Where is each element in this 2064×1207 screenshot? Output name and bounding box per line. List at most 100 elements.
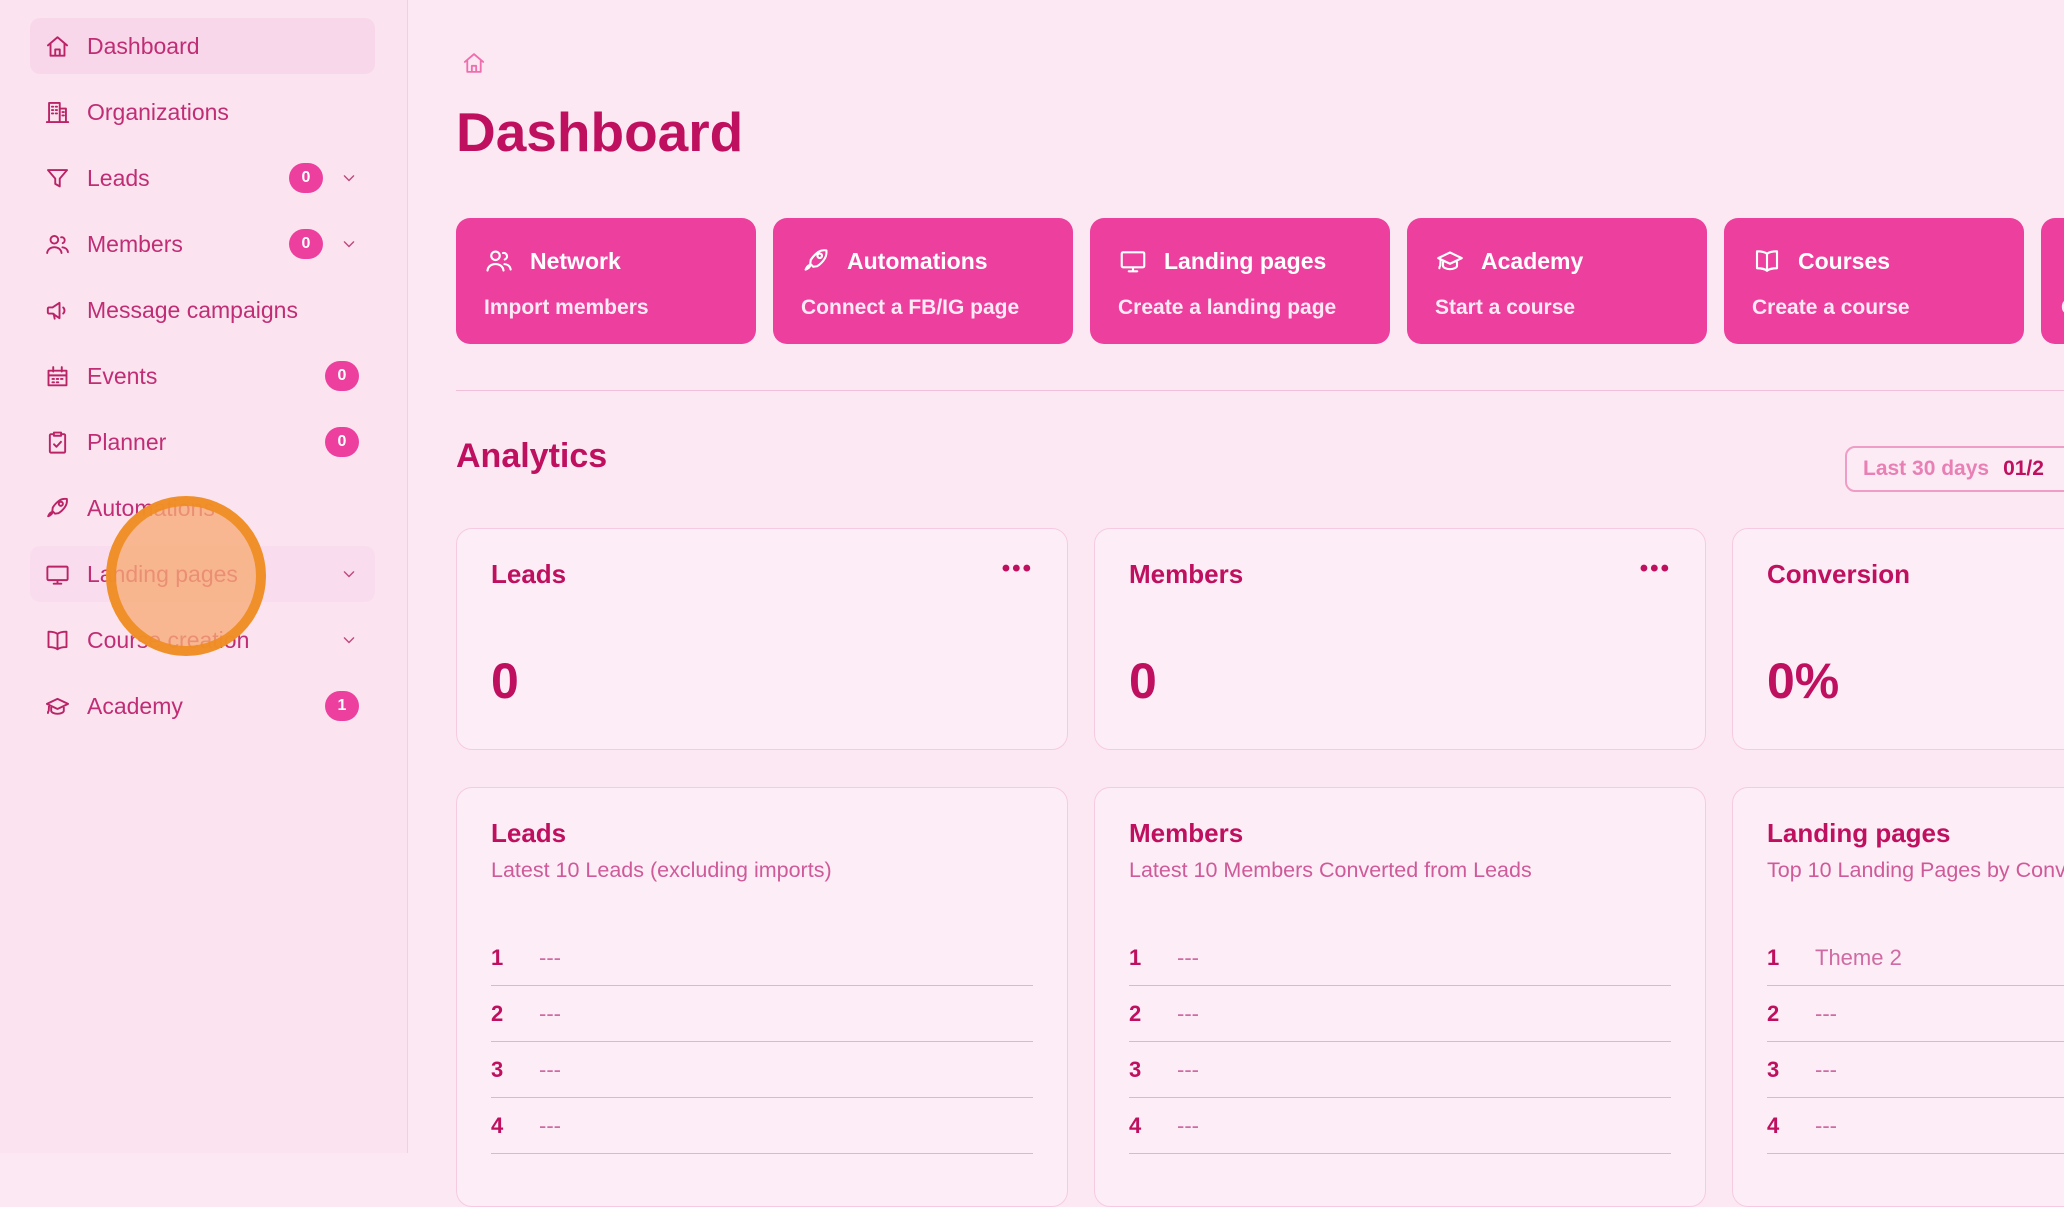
quick-action-subtitle: Connect a FB/IG page (801, 296, 1020, 319)
sidebar-item-academy[interactable]: Academy 1 (30, 678, 375, 734)
sidebar-item-events[interactable]: Events 0 (30, 348, 375, 404)
row-index: 3 (1129, 1056, 1142, 1082)
row-value: --- (1177, 1000, 1199, 1026)
row-index: 2 (1767, 1000, 1780, 1026)
page-title: Dashboard (456, 101, 744, 163)
row-index: 1 (491, 944, 504, 970)
list-item[interactable]: 1 --- (1129, 930, 1671, 986)
row-value: --- (539, 1112, 561, 1138)
list-item[interactable]: 4 --- (1767, 1098, 2064, 1154)
sidebar-item-members[interactable]: Members 0 (30, 216, 375, 272)
card-title: Leads (491, 559, 567, 589)
sidebar: Dashboard Organizations Leads 0 Members … (0, 0, 408, 1153)
row-value: Theme 2 (1815, 944, 1902, 970)
row-index: 1 (1129, 944, 1142, 970)
gradcap-icon (1435, 246, 1465, 276)
breadcrumb-home-icon[interactable] (461, 50, 487, 76)
row-value: --- (1177, 944, 1199, 970)
sidebar-item-label: Organizations (87, 98, 229, 125)
building-icon (44, 99, 71, 126)
members-stat-value: 0 (1129, 653, 1157, 709)
chevron-down-icon[interactable] (339, 234, 359, 254)
chevron-down-icon[interactable] (339, 564, 359, 584)
sidebar-item-label: Members (87, 230, 183, 257)
sidebar-item-planner[interactable]: Planner 0 (30, 414, 375, 470)
quick-action-subtitle: Start a course (1435, 296, 1576, 319)
sidebar-item-label: Course creation (87, 626, 250, 653)
members-list-card: Members Latest 10 Members Converted from… (1094, 787, 1706, 1207)
stat-cards-row: Leads ••• 0 Members ••• 0 Conversion 0% (456, 528, 2064, 750)
book-icon (44, 627, 71, 654)
home-icon (44, 33, 71, 60)
list-item[interactable]: 3 --- (1767, 1042, 2064, 1098)
quick-action-title: Academy (1481, 247, 1584, 274)
people-icon (484, 246, 514, 276)
leads-count-badge: 0 (289, 163, 323, 193)
list-item[interactable]: 3 --- (491, 1042, 1033, 1098)
list-item[interactable]: 2 --- (1767, 986, 2064, 1042)
list-item[interactable]: 3 --- (1129, 1042, 1671, 1098)
quick-action-title: Landing pages (1164, 247, 1327, 274)
sidebar-item-leads[interactable]: Leads 0 (30, 150, 375, 206)
card-subtitle: Top 10 Landing Pages by Conversion (1767, 858, 2064, 882)
quick-action-title: Courses (1798, 247, 1891, 274)
list-item[interactable]: 4 --- (491, 1098, 1033, 1154)
courses-create-course-button[interactable]: Courses Create a course (1724, 218, 2024, 344)
card-menu-button[interactable]: ••• (1001, 555, 1033, 582)
chevron-down-icon[interactable] (339, 168, 359, 188)
row-value: --- (539, 1000, 561, 1026)
conversion-stat-value: 0% (1767, 653, 1840, 709)
sidebar-item-label: Message campaigns (87, 296, 298, 323)
row-value: --- (1815, 1112, 1837, 1138)
list-item[interactable]: 2 --- (491, 986, 1033, 1042)
sidebar-item-course-creation[interactable]: Course creation (30, 612, 375, 668)
leads-stat-value: 0 (491, 653, 519, 709)
people-icon (44, 231, 71, 258)
landing-pages-list-card: Landing pages Top 10 Landing Pages by Co… (1732, 787, 2064, 1207)
date-range-filter[interactable]: Last 30 days 01/2 (1845, 446, 2064, 492)
list-item[interactable]: 2 --- (1129, 986, 1671, 1042)
sidebar-item-landing-pages[interactable]: Landing pages (30, 546, 375, 602)
range-date-value: 01/2 (2003, 457, 2044, 480)
clipped-quick-action-button[interactable]: C (2041, 218, 2064, 344)
card-menu-button[interactable]: ••• (1639, 555, 1671, 582)
monitor-icon (44, 561, 71, 588)
sidebar-item-automations[interactable]: Automations (30, 480, 375, 536)
book-icon (1752, 246, 1782, 276)
row-value: --- (1177, 1056, 1199, 1082)
quick-action-subtitle: C (2061, 296, 2064, 320)
sidebar-item-message-campaigns[interactable]: Message campaigns (30, 282, 375, 338)
row-index: 1 (1767, 944, 1780, 970)
card-title: Members (1129, 818, 1244, 848)
main-content: Dashboard Network Import members Automat… (409, 0, 2064, 1207)
row-index: 4 (491, 1112, 504, 1138)
card-subtitle: Latest 10 Members Converted from Leads (1129, 858, 1532, 882)
card-subtitle: Latest 10 Leads (excluding imports) (491, 858, 832, 882)
sidebar-item-organizations[interactable]: Organizations (30, 84, 375, 140)
analytics-section-title: Analytics (456, 437, 608, 475)
list-item[interactable]: 1 --- (491, 930, 1033, 986)
quick-action-title: Network (530, 247, 621, 274)
quick-action-subtitle: Create a landing page (1118, 296, 1337, 319)
leads-stat-card: Leads ••• 0 (456, 528, 1068, 750)
sidebar-item-dashboard[interactable]: Dashboard (30, 18, 375, 74)
sidebar-item-label: Automations (87, 494, 215, 521)
conversion-stat-card: Conversion 0% (1732, 528, 2064, 750)
row-index: 2 (491, 1000, 504, 1026)
planner-count-badge: 0 (325, 427, 359, 457)
quick-action-title: Automations (847, 247, 988, 274)
academy-start-course-button[interactable]: Academy Start a course (1407, 218, 1707, 344)
landing-pages-create-button[interactable]: Landing pages Create a landing page (1090, 218, 1390, 344)
list-item[interactable]: 4 --- (1129, 1098, 1671, 1154)
row-value: --- (539, 944, 561, 970)
gradcap-icon (44, 693, 71, 720)
chevron-down-icon[interactable] (339, 630, 359, 650)
calendar-icon (44, 363, 71, 390)
sidebar-item-label: Academy (87, 692, 183, 719)
network-import-members-button[interactable]: Network Import members (456, 218, 756, 344)
list-item[interactable]: 1 Theme 2 (1767, 930, 2064, 986)
row-value: --- (1177, 1112, 1199, 1138)
quick-actions-row: Network Import members Automations Conne… (456, 218, 2064, 344)
automations-connect-fb-ig-button[interactable]: Automations Connect a FB/IG page (773, 218, 1073, 344)
